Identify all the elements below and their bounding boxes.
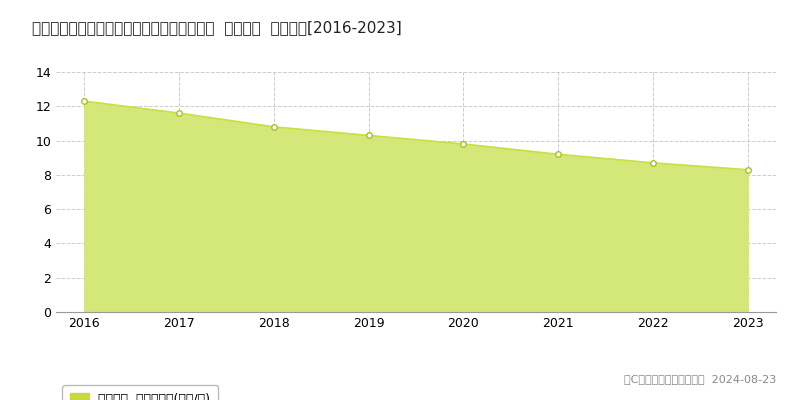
Text: 愛知県知多郡南知多町大字師崎字向島８番４  基準地価  地価推移[2016-2023]: 愛知県知多郡南知多町大字師崎字向島８番４ 基準地価 地価推移[2016-2023… <box>32 20 402 35</box>
Legend: 基準地価  平均坪単価(万円/坪): 基準地価 平均坪単価(万円/坪) <box>62 386 218 400</box>
Text: （C）土地価格ドットコム  2024-08-23: （C）土地価格ドットコム 2024-08-23 <box>624 374 776 384</box>
